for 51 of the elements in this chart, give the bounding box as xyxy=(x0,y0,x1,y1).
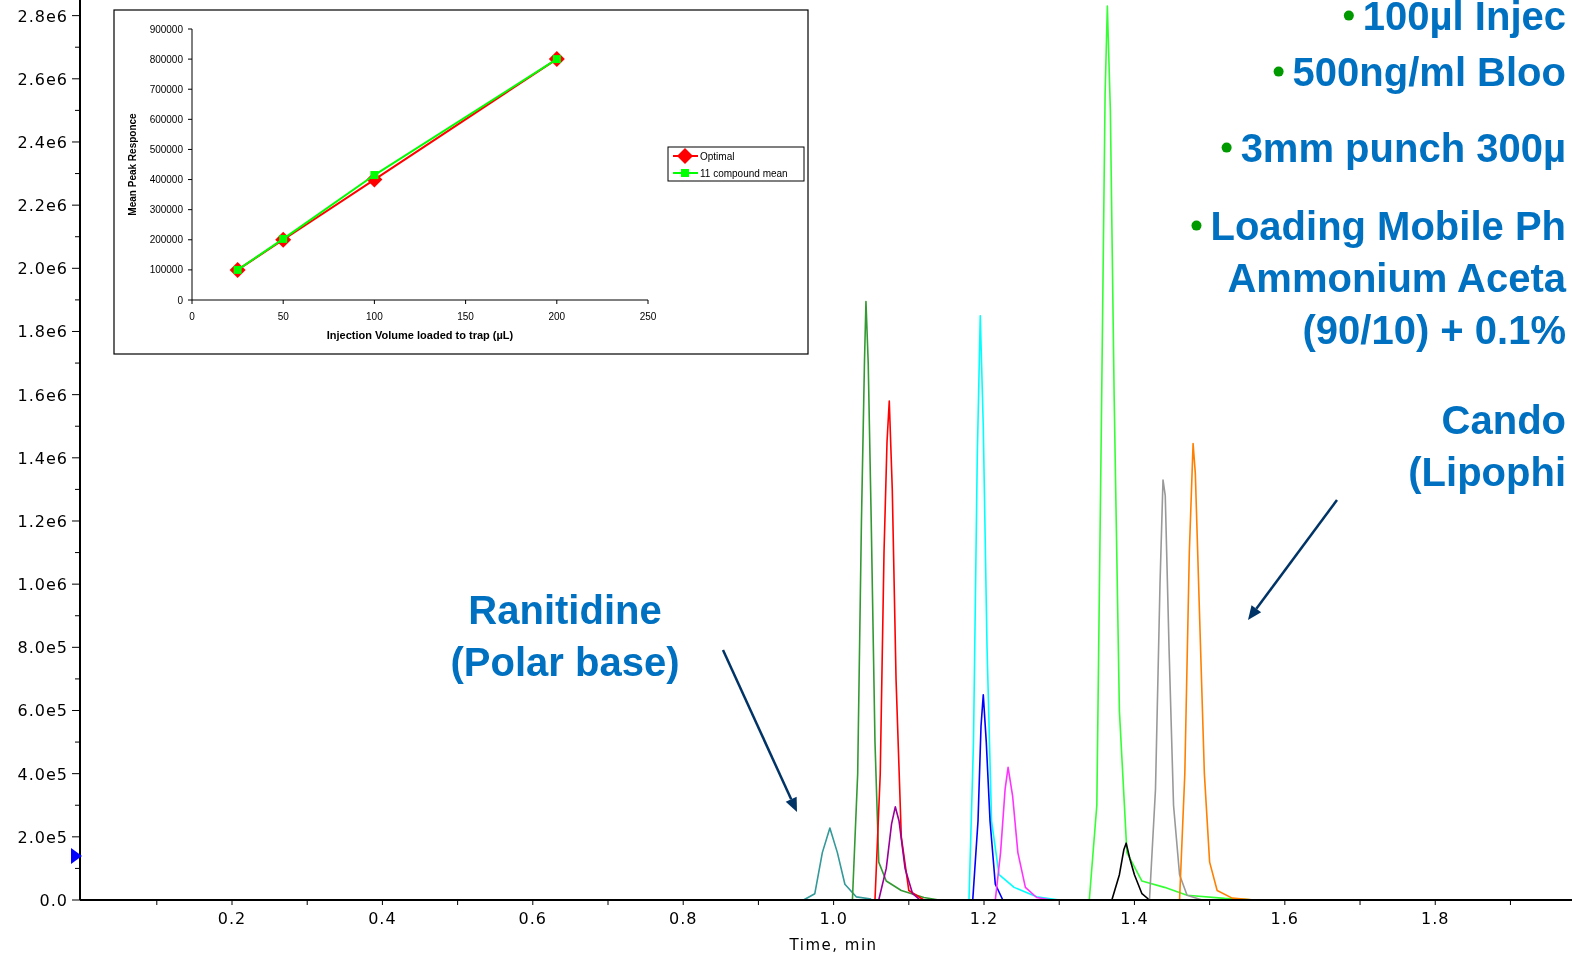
x-tick-label: 0.2 xyxy=(217,909,247,928)
x-tick-label: 1.6 xyxy=(1270,909,1300,928)
y-tick-label: 700000 xyxy=(149,83,184,95)
y-tick-label: 0.0 xyxy=(39,891,68,910)
annotation: Loading Mobile Ph Ammonium Aceta (90/10) + 0.1% xyxy=(1210,204,1567,352)
y-tick-label: 6.0e5 xyxy=(17,701,68,721)
annotation: Cando (Lipophi xyxy=(1408,398,1566,494)
x-tick-label: 0.8 xyxy=(668,909,698,928)
y-tick-label: 800000 xyxy=(149,53,184,65)
annotation: 3mm punch 300µ xyxy=(1240,126,1566,170)
legend-label: 11 compound mean xyxy=(700,167,788,179)
y-tick-label: 1.4e6 xyxy=(17,448,68,468)
x-tick-label: 250 xyxy=(639,311,657,322)
y-tick-label: 1.8e6 xyxy=(17,322,68,342)
y-tick-label: 1.6e6 xyxy=(17,385,68,405)
x-tick-label: 150 xyxy=(457,311,475,322)
y-tick-label: 2.8e6 xyxy=(17,6,68,26)
y-tick-label: 1.0e6 xyxy=(17,575,68,595)
annotation: 500ng/ml Bloo xyxy=(1292,50,1566,94)
y-tick-label: 200000 xyxy=(149,234,184,246)
y-tick-label: 0 xyxy=(177,294,184,306)
y-tick-label: 4.0e5 xyxy=(17,764,68,784)
x-tick-label: 0.4 xyxy=(368,909,397,928)
x-tick-label: 200 xyxy=(548,311,566,322)
x-tick-label: 1.2 xyxy=(969,909,999,928)
annotation: 100µl Injec xyxy=(1362,0,1566,38)
y-tick-label: 900000 xyxy=(149,23,184,35)
x-tick-label: 100 xyxy=(366,311,384,322)
y-tick-label: 2.2e6 xyxy=(17,196,68,216)
x-tick-label: 0 xyxy=(189,311,196,322)
y-tick-label: 600000 xyxy=(149,113,184,125)
y-tick-label: 8.0e5 xyxy=(17,638,68,658)
y-tick-label: 400000 xyxy=(149,174,184,186)
x-tick-label: 0.6 xyxy=(518,909,548,928)
x-tick-label: 50 xyxy=(277,311,290,322)
y-axis-title: Mean Peak Responce xyxy=(127,112,138,216)
legend-label: Optimal xyxy=(700,150,735,162)
y-tick-label: 2.6e6 xyxy=(17,69,68,89)
x-axis-title: Time, min xyxy=(788,936,878,954)
y-tick-label: 2.4e6 xyxy=(17,132,68,152)
y-tick-label: 500000 xyxy=(149,143,184,155)
x-tick-label: 1.8 xyxy=(1421,909,1450,928)
y-tick-label: 2.0e5 xyxy=(17,827,68,847)
y-tick-label: 100000 xyxy=(149,264,184,276)
x-tick-label: 1.0 xyxy=(819,909,848,928)
y-tick-label: 2.0e6 xyxy=(17,259,68,279)
x-tick-label: 1.4 xyxy=(1120,909,1149,928)
y-tick-label: 300000 xyxy=(149,204,184,216)
y-tick-label: 1.2e6 xyxy=(17,511,68,531)
x-axis-title: Injection Volume loaded to trap (µL) xyxy=(326,329,514,341)
annotation: Ranitidine (Polar base) xyxy=(450,588,680,684)
